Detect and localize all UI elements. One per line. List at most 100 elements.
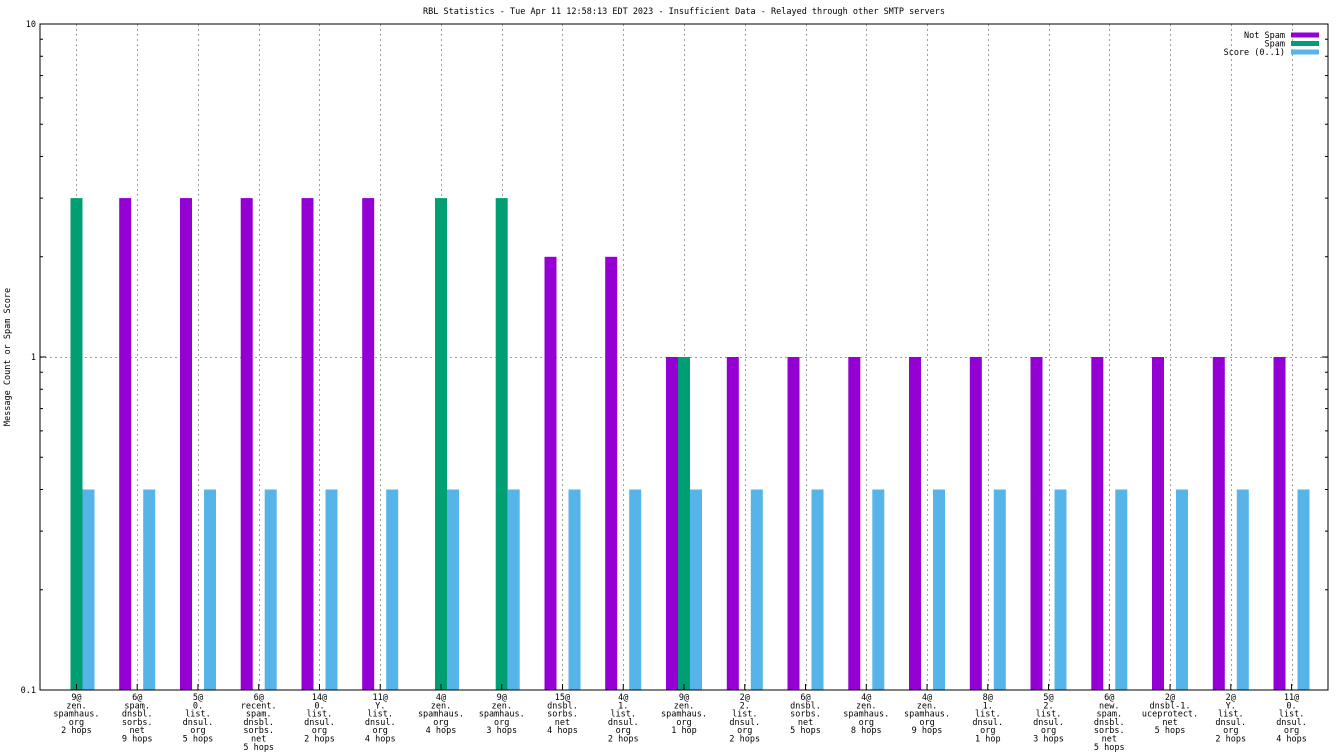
legend-swatch	[1291, 41, 1319, 46]
x-tick-label: 2@ Y. list. dnsul. org 2 hops	[1215, 693, 1246, 745]
bar	[386, 489, 399, 690]
x-tick-label-line: list.	[1218, 710, 1244, 720]
bar	[180, 198, 192, 690]
bar	[119, 198, 132, 690]
bar	[447, 489, 459, 690]
x-tick-label-line: 1 hop	[975, 735, 1001, 745]
x-tick-label-line: dnsul.	[183, 718, 214, 728]
bar	[240, 198, 253, 690]
x-tick-label-line: org	[312, 726, 327, 736]
bar	[1054, 489, 1067, 690]
x-tick-label-line: spam.	[246, 710, 272, 720]
bar	[993, 489, 1006, 690]
legend-label: Score (0..1)	[1224, 48, 1285, 58]
x-tick-label-line: zen.	[491, 701, 511, 711]
x-tick-label-line: sorbs.	[790, 710, 821, 720]
bar	[82, 489, 95, 690]
x-tick-label-line: 0.	[314, 701, 324, 711]
bar	[678, 357, 690, 690]
bar	[909, 357, 921, 690]
x-tick-label-line: new.	[1099, 701, 1119, 711]
bar	[629, 489, 642, 690]
x-tick-label-line: org	[980, 726, 995, 736]
bar	[301, 198, 314, 690]
bar	[969, 357, 982, 690]
legend-label: Not Spam	[1244, 31, 1285, 41]
bar	[690, 489, 702, 690]
bar	[70, 198, 83, 690]
x-tick-label: 6@ dnsbl. sorbs. net 5 hops	[790, 693, 821, 736]
x-tick-label: 6@ new. spam. dnsbl. sorbs. net 5 hops	[1094, 693, 1125, 753]
bar	[787, 357, 800, 690]
x-tick-label: 2@ dnsbl-1. uceprotect. net 5 hops	[1142, 693, 1198, 736]
bar	[1152, 357, 1164, 690]
x-tick-label-line: 2 hops	[1215, 735, 1246, 745]
x-tick-label-line: list.	[610, 710, 636, 720]
x-tick-label-line: 1.	[618, 701, 628, 711]
x-tick-label-line: 4@	[618, 693, 628, 703]
x-tick-label: 6@ spam. dnsbl. sorbs. net 9 hops	[122, 693, 153, 745]
bar	[568, 489, 581, 690]
x-tick-label-line: spamhaus.	[418, 710, 464, 720]
bar	[204, 489, 216, 690]
x-tick-label: 5@ 0. list. dnsul. org 5 hops	[183, 693, 214, 745]
x-tick-label-line: 4@	[436, 693, 446, 703]
x-tick-label-line: 2 hops	[608, 735, 639, 745]
x-tick-label-line: dnsul.	[304, 718, 335, 728]
x-tick-label: 5@ 2. list. dnsul. org 3 hops	[1033, 693, 1064, 745]
x-tick-label-line: 3 hops	[1033, 735, 1064, 745]
x-tick-label-line: 6@	[132, 693, 142, 703]
bar	[811, 489, 824, 690]
x-tick-label-line: 2 hops	[729, 735, 760, 745]
y-tick-label: 10	[26, 20, 36, 30]
x-tick-label-line: list.	[732, 710, 758, 720]
x-tick-label-line: 5 hops	[1155, 726, 1186, 736]
legend-swatch	[1291, 49, 1319, 55]
x-tick-label-line: net	[1162, 718, 1177, 728]
x-tick-label-line: org	[1041, 726, 1056, 736]
x-tick-label-line: 2 hops	[61, 726, 92, 736]
x-tick-label-line: spamhaus.	[904, 710, 950, 720]
x-tick-label-line: 2.	[1043, 701, 1053, 711]
bar	[507, 489, 520, 690]
x-tick-label-line: spam.	[1096, 710, 1122, 720]
x-tick-label-line: org	[190, 726, 205, 736]
x-tick-label-line: 4 hops	[365, 735, 396, 745]
x-tick-label-line: 9 hops	[912, 726, 943, 736]
bar	[325, 489, 338, 690]
x-tick-label-line: 5 hops	[183, 735, 214, 745]
x-tick-label-line: dnsbl.	[547, 701, 578, 711]
x-tick-label-line: spamhaus.	[661, 710, 707, 720]
legend-swatch	[1291, 32, 1319, 38]
x-tick-label-line: list.	[1279, 710, 1305, 720]
x-tick-label-line: 4@	[922, 693, 932, 703]
x-tick-label-line: 5@	[1043, 693, 1053, 703]
bar	[495, 198, 508, 690]
x-tick-label-line: net	[1102, 735, 1117, 745]
x-tick-label-line: dnsbl.	[122, 710, 153, 720]
bar	[1212, 357, 1225, 690]
x-tick-label-line: uceprotect.	[1142, 710, 1198, 720]
x-tick-label-line: org	[737, 726, 752, 736]
bar	[1236, 489, 1249, 690]
x-tick-label: 11@ Y. list. dnsul. org 4 hops	[365, 693, 396, 745]
bar	[544, 256, 557, 690]
x-tick-label: 9@ zen. spamhaus. org 3 hops	[479, 693, 525, 736]
bars	[70, 198, 1310, 690]
x-tick-label-line: 2@	[740, 693, 750, 703]
x-tick-label-line: dnsul.	[972, 718, 1003, 728]
x-tick-label-line: list.	[975, 710, 1001, 720]
x-tick-label-line: 9 hops	[122, 735, 153, 745]
bar	[362, 198, 375, 690]
bar	[1297, 489, 1310, 690]
x-tick-label-line: dnsul.	[1215, 718, 1246, 728]
x-tick-label-line: list.	[307, 710, 333, 720]
y-axis-label: Message Count or Spam Score	[3, 288, 13, 426]
x-tick-label-line: org	[1223, 726, 1238, 736]
bar	[1030, 357, 1043, 690]
x-tick-label-line: 15@	[555, 693, 570, 703]
x-tick-label: 14@ 0. list. dnsul. org 2 hops	[304, 693, 335, 745]
bar	[666, 357, 678, 690]
x-tick-label: 15@ dnsbl. sorbs. net 4 hops	[547, 693, 578, 736]
